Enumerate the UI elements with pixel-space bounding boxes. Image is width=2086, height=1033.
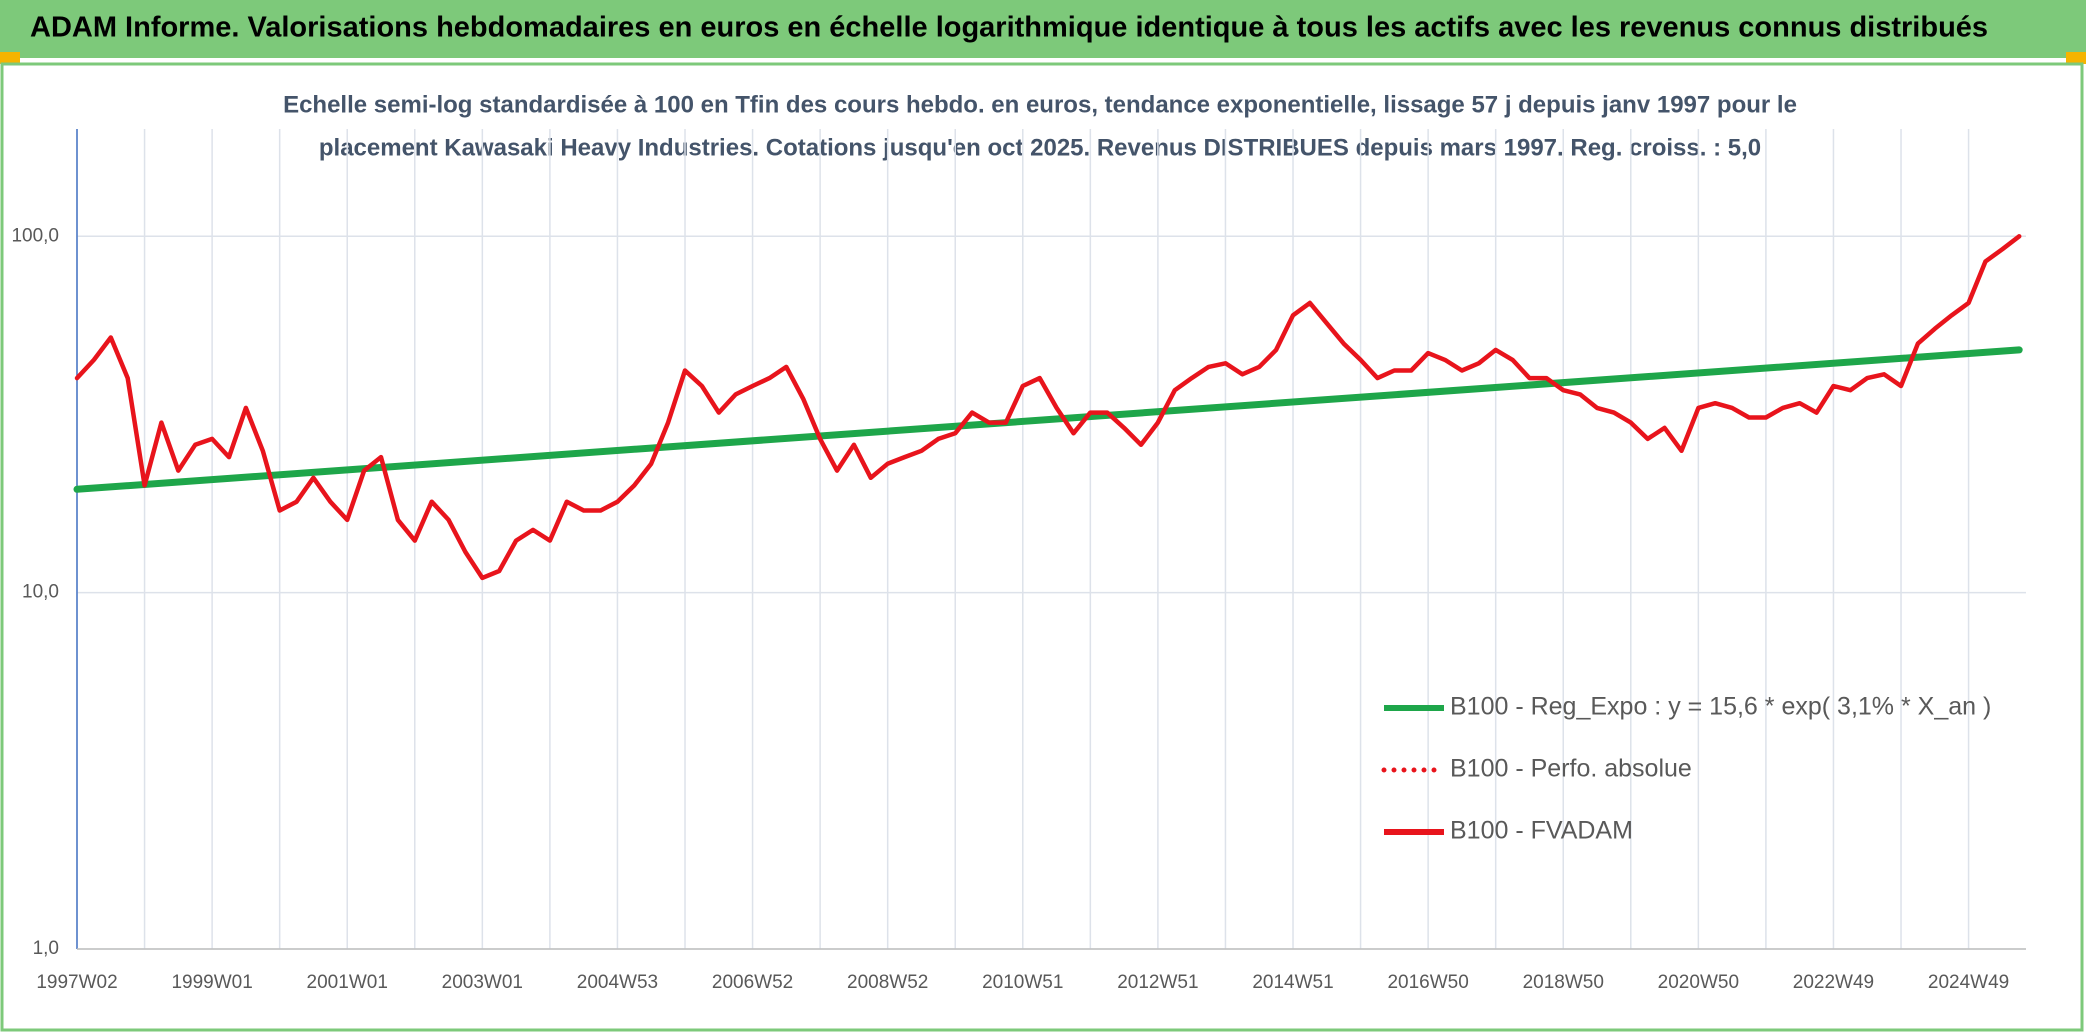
y-tick-label: 1,0 — [33, 938, 59, 959]
corner — [0, 52, 20, 64]
x-tick-label: 2003W01 — [442, 972, 523, 993]
x-tick-label: 2004W53 — [577, 972, 658, 993]
plot — [73, 234, 2023, 581]
frame — [0, 62, 2084, 1032]
legend-label: B100 - Perfo. absolue — [1450, 755, 1692, 783]
line-series — [74, 234, 2022, 581]
header-bar — [0, 0, 2086, 58]
x-tick-label: 2014W51 — [1252, 972, 1333, 993]
y-tick-label: 10,0 — [22, 582, 59, 603]
x-tick-label: 2001W01 — [307, 972, 388, 993]
x-tick-label: 2006W52 — [712, 972, 793, 993]
y-tick-label: 100,0 — [11, 225, 59, 246]
x-tick-label: 2012W51 — [1117, 972, 1198, 993]
x-tick-label: 2008W52 — [847, 972, 928, 993]
x-tick-label: 2016W50 — [1387, 972, 1468, 993]
chart-subtitle: Echelle semi-log standardisée à 100 en T… — [283, 91, 1797, 118]
x-tick-label: 2024W49 — [1928, 972, 2009, 993]
legend-label: B100 - FVADAM — [1450, 817, 1633, 845]
line-series — [73, 346, 2023, 493]
x-tick-label: 1999W01 — [171, 972, 252, 993]
chart-title: ADAM Informe. Valorisations hebdomadaire… — [30, 12, 1988, 44]
x-tick-label: 2018W50 — [1523, 972, 1604, 993]
legend-label: B100 - Reg_Expo : y = 15,6 * exp( 3,1% *… — [1450, 693, 1991, 721]
x-tick-label: 2022W49 — [1793, 972, 1874, 993]
legend: B100 - Reg_Expo : y = 15,6 * exp( 3,1% *… — [1381, 693, 1991, 845]
corner — [2066, 52, 2086, 64]
chart-subtitle: placement Kawasaki Heavy Industries. Cot… — [319, 134, 1761, 161]
x-tick-label: 2020W50 — [1658, 972, 1739, 993]
x-tick-label: 2010W51 — [982, 972, 1063, 993]
x-tick-label: 1997W02 — [36, 972, 117, 993]
grid: 1,0 10,0 100,0 1997W02 1999W01 2001W01 2003W01… — [11, 129, 2026, 993]
